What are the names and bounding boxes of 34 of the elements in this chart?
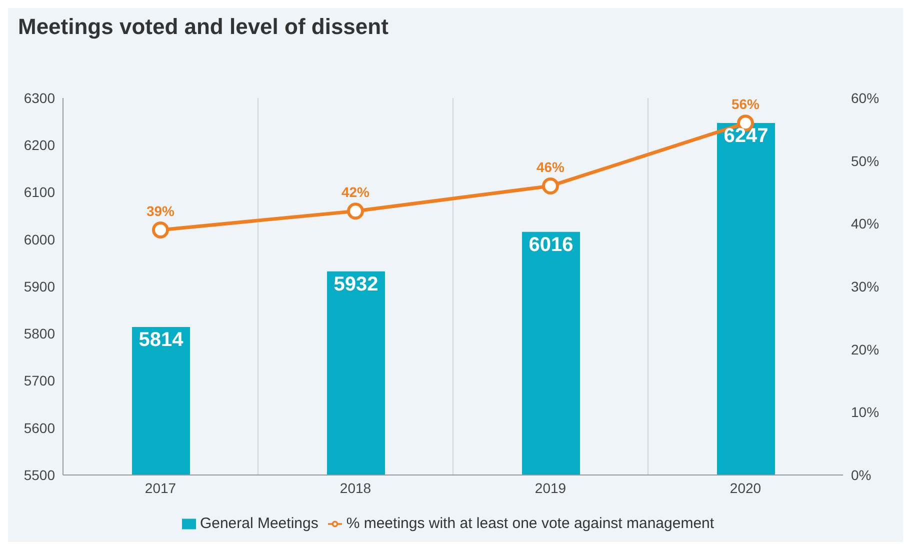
y2-tick-label: 40% bbox=[851, 216, 880, 232]
data-label: 42% bbox=[341, 184, 370, 200]
point bbox=[152, 221, 169, 238]
y2-tick-label: 20% bbox=[851, 341, 880, 358]
point bbox=[542, 177, 559, 194]
y-tick-label: 5600 bbox=[24, 420, 56, 436]
y-tick-label: 6200 bbox=[24, 137, 56, 154]
y2-tick-label: 10% bbox=[851, 404, 880, 420]
y2-tick-label: 60% bbox=[851, 90, 880, 106]
data-label: 56% bbox=[731, 96, 760, 112]
y-tick-label: 6300 bbox=[24, 90, 56, 106]
y-tick-label: 5800 bbox=[24, 326, 56, 342]
y-tick-label: 6000 bbox=[24, 231, 56, 248]
y2-tick-label: 30% bbox=[851, 278, 880, 294]
x-tick-label: 2017 bbox=[144, 480, 176, 496]
chart-title: Meetings voted and level of dissent bbox=[17, 13, 390, 41]
y-tick-label: 5900 bbox=[24, 278, 56, 294]
y-tick-label: 5500 bbox=[24, 466, 56, 483]
y2-tick-label: 50% bbox=[851, 152, 880, 169]
y-tick-label: 5700 bbox=[24, 372, 56, 389]
y-tick-label: 6100 bbox=[24, 184, 56, 200]
x-tick-label: 2020 bbox=[730, 480, 762, 496]
data-label: 46% bbox=[536, 158, 566, 175]
data-label: 5814 bbox=[138, 329, 184, 352]
data-label: 39% bbox=[146, 202, 176, 219]
legend-label: % meetings with at least one vote against management bbox=[346, 515, 714, 532]
data-label: 6247 bbox=[724, 125, 768, 148]
y2-tick-label: 0% bbox=[851, 466, 872, 483]
x-tick-label: 2019 bbox=[534, 480, 566, 496]
x-tick-label: 2018 bbox=[340, 480, 372, 496]
data-label: 5932 bbox=[334, 274, 378, 296]
data-label: 6016 bbox=[528, 234, 574, 256]
point bbox=[347, 202, 364, 220]
legend-label: General Meetings bbox=[200, 515, 318, 532]
